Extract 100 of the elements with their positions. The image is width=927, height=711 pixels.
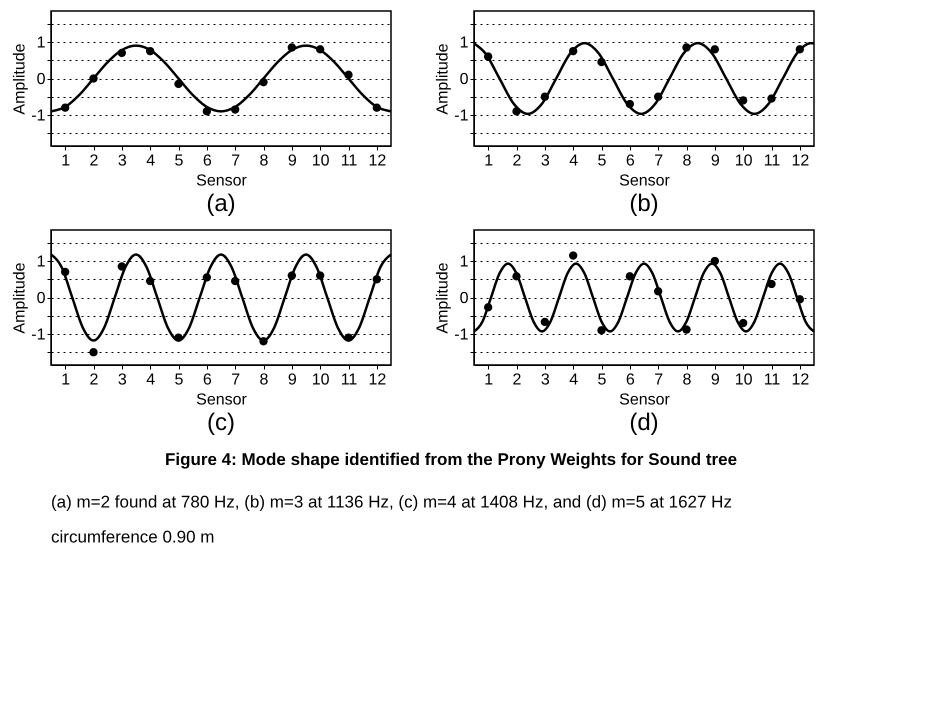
point [597, 58, 606, 66]
x-tick-label: 7 [654, 152, 664, 170]
x-tick-label: 8 [260, 152, 269, 170]
point [654, 92, 662, 101]
x-tick-label: 9 [288, 152, 297, 170]
x-tick-label: 5 [598, 152, 607, 170]
x-tick-label: 1 [484, 152, 494, 170]
point [738, 96, 748, 105]
point [540, 318, 550, 326]
point [738, 318, 748, 328]
x-tick-label: 7 [231, 372, 240, 388]
x-tick-label: 1 [61, 152, 70, 170]
x-tick-label: 3 [540, 372, 550, 388]
x-tick-label: 7 [231, 152, 240, 170]
text: (a) [206, 190, 236, 217]
x-tick-label: 10 [312, 372, 330, 388]
x-tick-label: 11 [764, 152, 780, 170]
point [288, 271, 296, 280]
x-tick-label: 9 [288, 372, 297, 388]
point [202, 273, 212, 282]
point [626, 272, 634, 281]
point [316, 271, 324, 280]
point [796, 45, 804, 54]
point [146, 46, 154, 56]
text: (d) [629, 409, 659, 436]
x-tick-label: 4 [146, 372, 156, 388]
x-tick-label: 6 [626, 152, 635, 170]
point [372, 275, 382, 284]
point [767, 280, 776, 288]
y-axis-title: Amplitude [11, 262, 28, 334]
x-tick-label: 9 [710, 152, 720, 170]
point [512, 107, 521, 116]
x-tick-label: 10 [734, 152, 753, 170]
text: (c) [207, 409, 235, 436]
point [89, 74, 98, 83]
point [60, 104, 70, 112]
x-tick-label: 2 [512, 372, 522, 388]
y-tick-label: 0 [36, 71, 46, 88]
y-tick-label: 0 [460, 290, 469, 307]
text: circumference 0.90 m [51, 528, 214, 546]
point [682, 325, 691, 334]
point [654, 287, 662, 296]
text: (a) m=2 found at 780 Hz, (b) m=3 at 1136 Hz, (c) m=4 at 1408 Hz, and (d) m=5 at 1627 Hz [51, 492, 732, 512]
x-tick-label: 3 [540, 152, 550, 170]
point [597, 326, 606, 335]
x-tick-label: 3 [118, 152, 127, 170]
point [796, 295, 804, 304]
y-tick-label: 0 [36, 290, 46, 307]
point [316, 45, 324, 54]
point [568, 251, 578, 260]
point [484, 303, 492, 312]
point [344, 333, 353, 342]
x-tick-label: 3 [118, 372, 127, 388]
x-tick-label: 6 [202, 152, 212, 170]
x-tick-label: 1 [484, 372, 494, 388]
x-axis-title: Sensor [619, 392, 671, 408]
x-tick-label: 12 [791, 152, 810, 170]
x-axis-title: Sensor [196, 172, 248, 190]
point [767, 94, 776, 103]
text: (b) [629, 190, 659, 217]
x-tick-label: 9 [710, 372, 720, 388]
x-tick-label: 8 [682, 152, 692, 170]
point [174, 333, 183, 342]
point [710, 45, 720, 54]
point [118, 48, 126, 58]
y-tick-label: -1 [31, 326, 46, 344]
x-tick-label: 11 [340, 372, 358, 388]
y-tick-label: 1 [36, 34, 46, 52]
x-tick-label: 5 [174, 152, 184, 170]
y-axis-title: Amplitude [11, 43, 28, 115]
point [230, 105, 240, 114]
x-tick-label: 12 [791, 372, 810, 388]
point [288, 43, 296, 52]
x-tick-label: 8 [260, 372, 269, 388]
point [60, 268, 70, 276]
y-tick-label: 1 [460, 34, 469, 52]
y-tick-label: -1 [454, 107, 469, 124]
point [259, 337, 268, 346]
point [259, 78, 268, 86]
x-axis-title: Sensor [619, 172, 671, 190]
x-tick-label: 6 [626, 372, 635, 388]
point [89, 348, 98, 356]
x-tick-label: 2 [512, 152, 522, 170]
x-tick-label: 11 [340, 152, 358, 170]
caption: Figure 4: Mode shape identified from the Prony Weights for Sound tree [164, 450, 738, 469]
point [540, 92, 550, 101]
x-tick-label: 8 [682, 372, 692, 388]
point [682, 43, 691, 52]
x-tick-label: 4 [569, 372, 578, 388]
point [146, 276, 154, 286]
y-tick-label: -1 [454, 326, 469, 344]
y-tick-label: -1 [31, 107, 46, 124]
point [484, 52, 492, 61]
point [118, 262, 126, 271]
point [512, 272, 521, 281]
x-tick-label: 10 [734, 372, 753, 388]
x-tick-label: 4 [146, 152, 156, 170]
point [372, 104, 382, 112]
y-tick-label: 1 [460, 254, 469, 271]
point [174, 80, 183, 88]
